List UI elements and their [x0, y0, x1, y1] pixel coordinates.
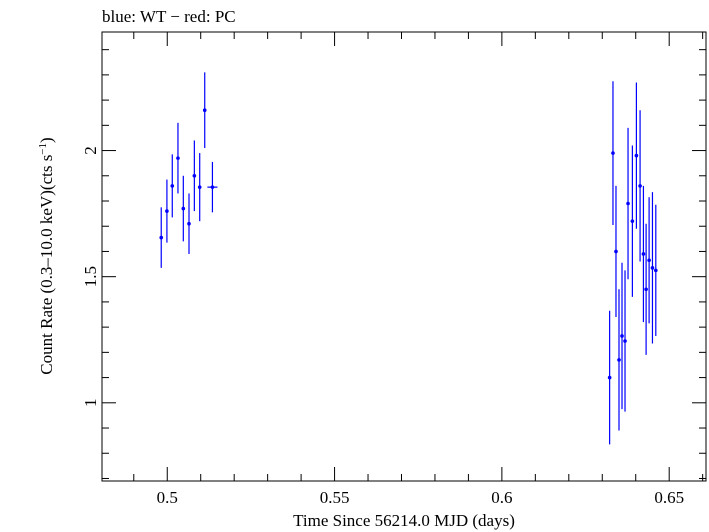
y-axis-label-superscript: −1 [37, 143, 49, 155]
data-point [650, 192, 655, 344]
data-point [623, 270, 627, 412]
point-marker [611, 151, 615, 155]
point-marker [644, 287, 648, 292]
data-point [176, 122, 180, 194]
point-marker [630, 219, 635, 223]
y-axis: 11.52 [81, 49, 706, 479]
y-tick-label: 1 [81, 399, 100, 408]
data-series-wt [159, 72, 658, 445]
x-tick-label: 0.6 [491, 488, 512, 507]
point-marker [626, 201, 630, 206]
data-point [654, 204, 658, 336]
point-marker [165, 209, 169, 213]
data-point [641, 185, 646, 323]
data-point [614, 185, 618, 318]
data-point [207, 161, 218, 213]
y-axis-label-main: Count Rate (0.3–10.0 keV)(cts s [37, 155, 56, 375]
data-point [192, 140, 197, 212]
y-tick-label: 2 [81, 146, 100, 155]
point-marker [617, 358, 621, 362]
data-point [181, 175, 186, 242]
point-marker [176, 156, 180, 160]
data-point [165, 179, 169, 243]
point-marker [210, 185, 215, 189]
point-marker [620, 334, 624, 338]
chart-title: blue: WT − red: PC [102, 7, 236, 26]
data-point [611, 81, 615, 225]
point-marker [638, 184, 642, 188]
data-point [630, 145, 635, 297]
point-marker [634, 153, 639, 158]
data-point [626, 127, 630, 280]
data-point [187, 193, 191, 254]
x-tick-label: 0.55 [320, 488, 350, 507]
point-marker [654, 268, 658, 273]
point-marker [187, 221, 191, 226]
y-axis-label: Count Rate (0.3–10.0 keV)(cts s−1) [37, 137, 56, 374]
point-marker [607, 375, 612, 380]
point-marker [650, 266, 655, 270]
point-marker [170, 184, 175, 188]
point-marker [623, 339, 627, 343]
point-marker [159, 235, 164, 240]
data-point [197, 153, 202, 222]
y-axis-label-end: ) [37, 137, 56, 143]
data-point [607, 310, 612, 445]
x-axis: 0.5 0.55 0.6 0.65 [133, 32, 704, 507]
data-point [617, 289, 621, 431]
data-point [620, 262, 624, 410]
x-tick-label: 0.65 [654, 488, 684, 507]
point-marker [202, 108, 207, 112]
data-point [634, 82, 639, 229]
plot-frame [101, 31, 707, 482]
point-marker [181, 206, 186, 211]
point-marker [614, 249, 618, 254]
y-tick-label: 1.5 [81, 266, 100, 287]
data-point [644, 223, 648, 355]
data-point [638, 110, 642, 262]
data-point [170, 154, 175, 218]
point-marker [647, 258, 651, 263]
x-axis-label: Time Since 56214.0 MJD (days) [293, 511, 515, 530]
point-marker [197, 185, 202, 189]
point-marker [192, 173, 197, 178]
data-point [647, 197, 651, 324]
data-point [159, 207, 164, 268]
x-tick-label: 0.5 [157, 488, 178, 507]
point-marker [641, 252, 646, 256]
data-point [202, 72, 207, 149]
